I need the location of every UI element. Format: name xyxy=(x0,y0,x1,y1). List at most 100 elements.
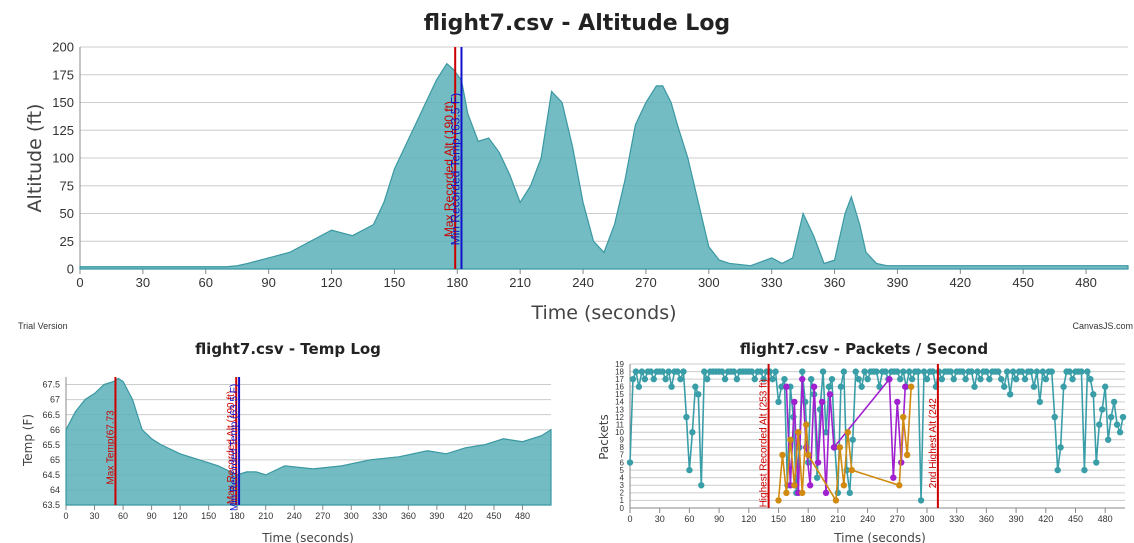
packets-data-point xyxy=(828,375,836,383)
packets-data-point xyxy=(840,482,848,489)
packets-data-point xyxy=(677,375,684,383)
packets-data-point xyxy=(1096,421,1103,428)
packets-data-point xyxy=(907,383,915,390)
packets-data-point xyxy=(886,375,893,383)
packets-data-point xyxy=(807,375,815,383)
packets-data-point xyxy=(959,368,966,375)
packets-data-point xyxy=(968,368,975,375)
packets-data-point xyxy=(826,391,834,398)
packets-data-point xyxy=(662,375,669,383)
packets-data-point xyxy=(779,451,786,459)
packets-data-point xyxy=(837,383,845,390)
packets-data-point xyxy=(1084,368,1091,375)
packets-data-point xyxy=(772,368,779,375)
packets-data-point xyxy=(908,375,916,383)
packets-data-point xyxy=(806,482,814,489)
y-tick-label: 13 xyxy=(615,405,624,414)
packets-data-point xyxy=(805,451,812,459)
packets-data-point xyxy=(775,398,782,406)
packets-data-point xyxy=(783,383,790,390)
packets-data-point xyxy=(846,489,853,497)
x-tick-label: 120 xyxy=(741,514,756,524)
x-tick-label: 0 xyxy=(76,275,83,290)
temp-annotations: Max Temp(67.73 Max Recorded Alt (190 ft)M… xyxy=(105,377,241,511)
y-tick-label: 66.5 xyxy=(42,410,60,420)
y-tick-label: 64.5 xyxy=(42,470,60,480)
packets-data-point xyxy=(1081,466,1088,474)
y-tick-label: 18 xyxy=(615,367,624,376)
packets-data-point xyxy=(695,391,702,398)
packets-data-point xyxy=(947,368,954,375)
x-tick-label: 420 xyxy=(949,275,971,290)
x-tick-label: 360 xyxy=(979,514,994,524)
packets-data-point xyxy=(938,375,946,383)
x-tick-label: 480 xyxy=(515,511,530,521)
packets-data-point xyxy=(626,459,634,466)
altitude-tick-labels: 0 25 50 75 100 125 150 175 200 0 30 60 90 120 150 180 21… xyxy=(52,40,1097,290)
x-tick-label: 150 xyxy=(201,511,216,521)
temp-x-axis-label: Time (seconds) xyxy=(261,531,354,543)
packets-data-point xyxy=(832,497,840,504)
x-tick-label: 270 xyxy=(890,514,905,524)
packets-data-point xyxy=(1066,368,1073,375)
packets-data-point xyxy=(971,383,978,390)
x-tick-label: 0 xyxy=(63,511,68,521)
x-tick-label: 420 xyxy=(458,511,473,521)
packets-data-point xyxy=(799,489,806,497)
packets-data-point xyxy=(659,368,666,375)
y-tick-label: 8 xyxy=(620,443,625,452)
packets-data-point xyxy=(629,375,637,383)
packets-data-point xyxy=(778,383,785,390)
annotation-label: Min Recorded Temp (63.5 F) xyxy=(229,384,240,511)
packets-data-point xyxy=(748,368,755,375)
x-tick-label: 270 xyxy=(315,511,330,521)
packets-data-point xyxy=(803,421,810,428)
packets-data-point xyxy=(733,375,741,383)
packets-data-point xyxy=(1093,459,1100,466)
x-tick-label: 360 xyxy=(824,275,846,290)
y-tick-label: 66 xyxy=(50,425,60,435)
packets-data-point xyxy=(873,368,880,375)
packets-data-point xyxy=(701,368,708,375)
altitude-gridlines xyxy=(79,46,1128,274)
packets-data-point xyxy=(810,383,818,390)
packets-data-point xyxy=(668,383,675,390)
y-tick-label: 14 xyxy=(615,398,624,407)
packets-data-point xyxy=(830,444,838,451)
annotation-label: Min Recorded Temp (63.5 F) xyxy=(448,93,462,246)
x-tick-label: 30 xyxy=(655,514,665,524)
x-tick-label: 240 xyxy=(287,511,302,521)
x-tick-label: 300 xyxy=(919,514,934,524)
packets-data-point xyxy=(1110,398,1118,406)
packets-data-point xyxy=(665,368,672,375)
packets-data-point xyxy=(1001,383,1008,390)
temp-tick-labels: 63.5 64 64.5 65 65.5 66 66.5 67 67.5 0 30 60 90 120 15… xyxy=(42,380,530,521)
y-tick-label: 6 xyxy=(620,458,625,467)
x-tick-label: 450 xyxy=(1068,514,1083,524)
packets-data-point xyxy=(757,368,764,375)
x-tick-label: 420 xyxy=(1038,514,1053,524)
packets-data-point xyxy=(689,429,696,436)
packets-data-point xyxy=(894,398,901,406)
packets-data-point xyxy=(692,383,699,390)
x-tick-label: 480 xyxy=(1075,275,1097,290)
temp-chart-title: flight7.csv - Temp Log xyxy=(195,340,381,358)
y-tick-label: 175 xyxy=(52,67,74,82)
x-tick-label: 330 xyxy=(372,511,387,521)
packets-data-point xyxy=(904,451,911,459)
y-tick-label: 17 xyxy=(615,375,624,384)
packets-data-point xyxy=(929,368,937,375)
packets-annotations: Highest Recorded Alt (253 ft) 2nd Highest… xyxy=(759,364,939,508)
packets-data-point xyxy=(1012,375,1020,383)
y-tick-label: 50 xyxy=(60,206,74,221)
packets-data-point xyxy=(791,398,798,406)
temp-y-axis-label: Temp (F) xyxy=(21,414,35,467)
packets-data-point xyxy=(923,375,931,383)
packets-data-point xyxy=(825,383,833,390)
packets-chart-title: flight7.csv - Packets / Second xyxy=(740,340,988,358)
packets-x-axis-label: Time (seconds) xyxy=(833,531,926,543)
y-tick-label: 125 xyxy=(52,123,74,138)
packets-data-point xyxy=(896,482,903,489)
packets-data-point xyxy=(849,436,856,443)
